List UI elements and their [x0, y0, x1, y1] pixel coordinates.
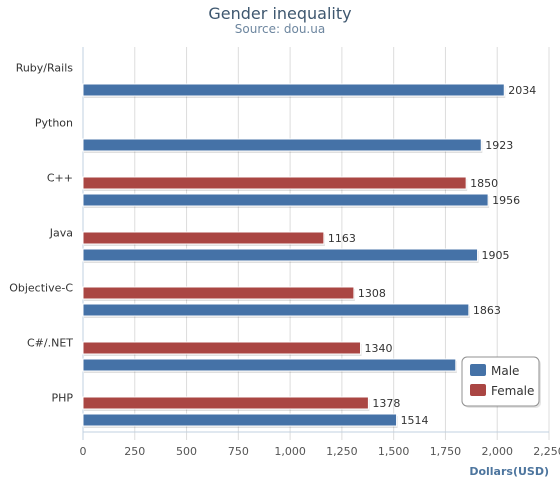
male-bar[interactable]: [82, 193, 489, 207]
category-label: C++: [47, 172, 73, 185]
x-axis-title: Dollars(USD): [469, 465, 549, 478]
data-labels: 2034 1923 1850 1956 1163 1905 1308 1863 1340 1378…: [328, 84, 536, 427]
female-bar[interactable]: [82, 176, 467, 190]
male-data-label: 1863: [473, 304, 501, 317]
category-label: Python: [35, 117, 73, 130]
x-tick-label: 1,750: [430, 445, 462, 458]
male-bar[interactable]: [82, 303, 470, 317]
male-bar[interactable]: [82, 138, 482, 152]
male-bar[interactable]: [82, 358, 457, 372]
category-label: Java: [49, 227, 73, 240]
x-tick-label: 1,000: [274, 445, 306, 458]
male-data-label: 1514: [401, 414, 429, 427]
chart-subtitle: Source: dou.ua: [235, 22, 325, 36]
female-legend-label[interactable]: Female: [491, 384, 534, 398]
male-legend-swatch: [470, 364, 486, 376]
female-legend-swatch: [470, 384, 486, 396]
male-bar[interactable]: [82, 413, 398, 427]
male-data-label: 2034: [508, 84, 536, 97]
male-bar[interactable]: [82, 83, 505, 97]
male-bar[interactable]: [82, 248, 479, 262]
x-tick-label: 1,500: [378, 445, 410, 458]
male-data-label: 1956: [492, 194, 520, 207]
x-tick-label: 250: [124, 445, 145, 458]
female-data-label: 1340: [365, 342, 393, 355]
category-label: Ruby/Rails: [16, 62, 74, 75]
female-bar[interactable]: [82, 396, 369, 410]
chart-title: Gender inequality: [208, 4, 351, 23]
female-data-label: 1163: [328, 232, 356, 245]
tick-labels: 0 250 500 750 1,000 1,250 1,500 1,750 2,000 2,250: [80, 445, 560, 458]
male-data-label: 1905: [482, 249, 510, 262]
female-bar[interactable]: [82, 231, 325, 245]
female-data-label: 1850: [470, 177, 498, 190]
category-label: C#/.NET: [27, 337, 73, 350]
x-tick-label: 2,250: [533, 445, 560, 458]
female-data-label: 1308: [358, 287, 386, 300]
x-tick-label: 500: [176, 445, 197, 458]
x-tick-label: 0: [80, 445, 87, 458]
female-bar[interactable]: [82, 286, 355, 300]
female-data-label: 1378: [372, 397, 400, 410]
x-tick-label: 1,250: [326, 445, 358, 458]
male-data-label: 1923: [485, 139, 513, 152]
bars: [82, 83, 506, 428]
category-label: Objective-C: [9, 282, 73, 295]
legend[interactable]: Male Female: [461, 356, 541, 408]
male-legend-label[interactable]: Male: [491, 364, 519, 378]
x-tick-label: 2,000: [481, 445, 513, 458]
x-tick-label: 750: [228, 445, 249, 458]
female-bar[interactable]: [82, 341, 362, 355]
category-labels: Ruby/Rails Python C++ Java Objective-C C#/.NE…: [9, 62, 73, 405]
category-label: PHP: [51, 392, 73, 405]
